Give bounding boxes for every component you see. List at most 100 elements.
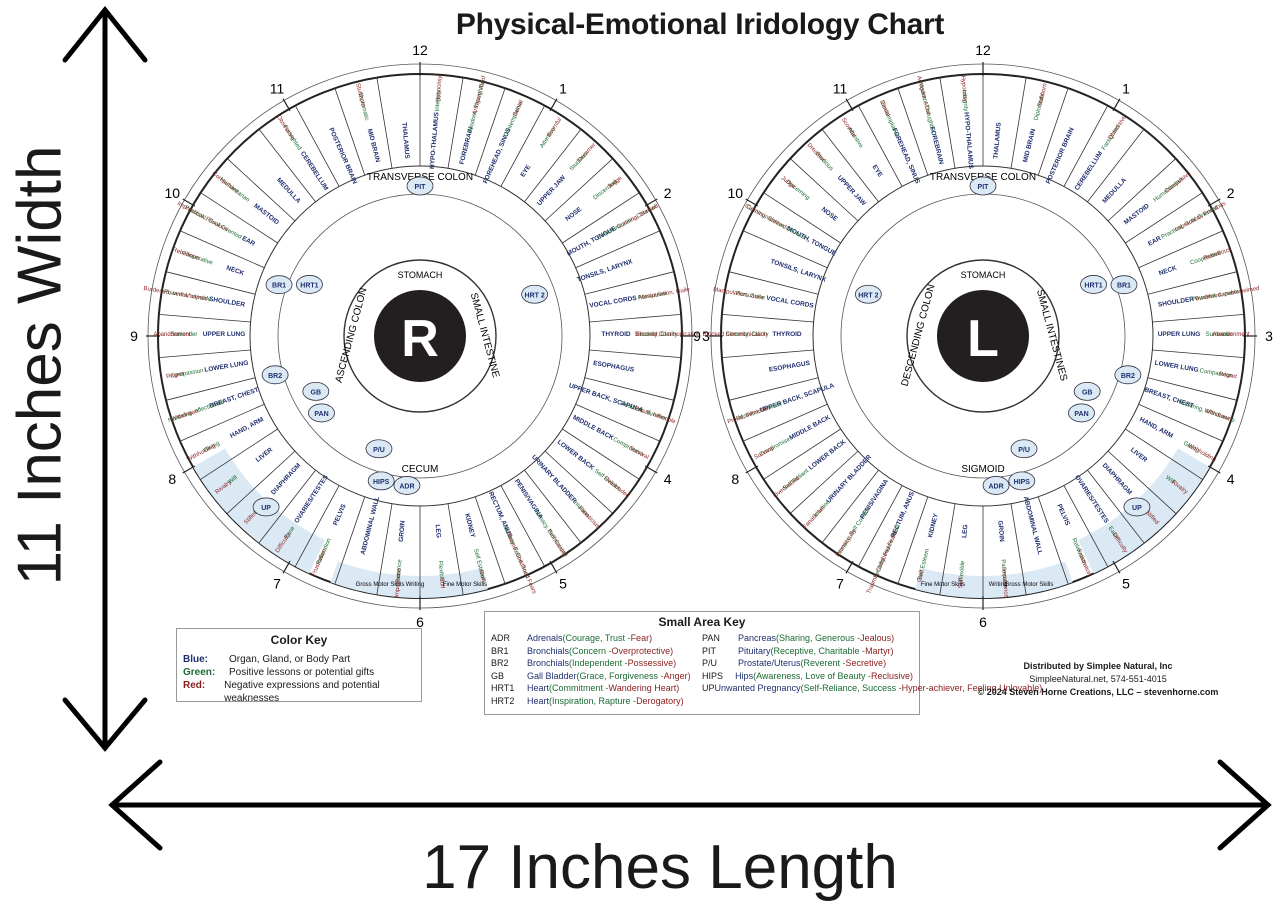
distributor-info: Distributed by Simplee Natural, Inc Simp… xyxy=(965,660,1231,699)
key-abbr: HRT1 xyxy=(491,683,515,693)
zone-positive: Surrender xyxy=(1206,332,1233,338)
distributor-contact: SimpleeNatural.net, 574-551-4015 xyxy=(1029,674,1167,684)
color-key-text: Organ, Gland, or Body Part xyxy=(229,654,351,665)
zone-divider xyxy=(1152,349,1245,359)
clock-tick xyxy=(845,98,854,112)
clock-tick xyxy=(182,465,196,474)
zone-divider xyxy=(474,496,506,584)
zone-negative: Regret xyxy=(166,371,185,380)
zone-organ: THALAMUS xyxy=(400,122,410,160)
key-pos: (Independent - xyxy=(569,658,628,668)
small-area-bubble xyxy=(1123,497,1151,517)
zone-organ: HYPO-THALAMUS xyxy=(429,111,441,169)
zone-divider xyxy=(179,230,265,269)
zone-divider xyxy=(544,450,614,514)
key-name: Heart xyxy=(527,695,550,706)
zone-divider xyxy=(447,503,464,595)
zone-organ: GROIN xyxy=(996,520,1005,542)
small-area-label: PAN xyxy=(314,411,328,418)
zone-negative: Abandonment xyxy=(153,332,191,338)
small-area-bubble xyxy=(1080,275,1107,294)
zone-positive: Will xyxy=(1164,475,1175,486)
inner-label-bottom: SIGMOID xyxy=(961,464,1004,475)
key-abbr: P/U xyxy=(702,658,718,668)
zone-divider xyxy=(939,77,956,169)
zone-divider xyxy=(165,377,256,401)
zone-divider xyxy=(500,105,546,187)
zone-divider xyxy=(1147,377,1238,401)
small-area-label: HIPS xyxy=(373,479,390,486)
zone-divider xyxy=(1107,450,1177,514)
zone-divider xyxy=(742,403,828,442)
clock-number: 2 xyxy=(1227,185,1235,201)
zone-divider xyxy=(334,88,366,176)
zone-divider xyxy=(1037,496,1069,584)
small-area-label: BR2 xyxy=(268,373,282,380)
small-area-bubble xyxy=(1010,439,1038,459)
small-area-label: UP xyxy=(261,505,271,512)
key-neg: Possessive) xyxy=(627,658,677,668)
zone-divider xyxy=(258,128,316,203)
zone-organ: THYROID xyxy=(772,331,802,338)
small-area-key-row: PAN Pancreas (Sharing, Generous - Jealous… xyxy=(702,632,913,645)
clock-tick xyxy=(549,98,558,112)
iris-letter: L xyxy=(967,310,999,368)
clock-number: 2 xyxy=(664,185,672,201)
clock-number: 11 xyxy=(833,80,848,96)
small-area-bubble xyxy=(308,403,335,423)
small-area-bubble xyxy=(854,284,882,304)
zone-divider xyxy=(1087,469,1145,544)
key-name: Prostate/Uterus xyxy=(738,658,801,668)
small-area-key: Small Area Key ADR Adrenals (Courage, Tru… xyxy=(484,611,1042,715)
motor-skills-label: Gross Motor Skills xyxy=(1005,582,1054,588)
clock-number: 9 xyxy=(693,328,701,344)
small-area-label: HIPS xyxy=(1014,479,1031,486)
small-area-key-row: BR2 Bronchials (Independent - Possessive) xyxy=(491,657,702,670)
color-key-row-red: Red: Negative expressions and potential … xyxy=(183,679,415,705)
zone-divider xyxy=(1010,503,1027,595)
key-abbr: HRT2 xyxy=(491,695,515,706)
clock-tick xyxy=(644,198,658,207)
small-area-label: PAN xyxy=(1074,411,1088,418)
zone-divider xyxy=(1125,192,1203,244)
key-abbr: BR2 xyxy=(491,658,509,668)
key-name: Pituitary xyxy=(738,645,771,656)
key-pos: (Reverent - xyxy=(800,658,846,668)
clock-number: 3 xyxy=(1265,328,1273,344)
clock-tick xyxy=(745,198,759,207)
small-area-label: HRT 2 xyxy=(525,292,545,299)
zone-divider xyxy=(1063,105,1109,187)
clock-tick xyxy=(1207,198,1221,207)
color-key-row-blue: Blue: Organ, Gland, or Body Part xyxy=(183,653,415,666)
clock-tick xyxy=(282,98,291,112)
copyright: © 2024 Steven Horne Creations, LLC – ste… xyxy=(977,687,1219,697)
pupil xyxy=(937,290,1029,382)
key-neg: Derogatory) xyxy=(636,695,684,706)
color-key-label: Blue: xyxy=(183,654,208,665)
small-area-bubble xyxy=(521,284,549,304)
key-name: Unwanted Pregnancy xyxy=(714,683,801,693)
zone-negative: Guilt xyxy=(917,569,926,583)
pupil xyxy=(374,290,466,382)
key-abbr: HIPS xyxy=(702,670,724,681)
zone-negative: Blocked Communication xyxy=(636,332,701,338)
zone-divider xyxy=(158,313,251,323)
zone-divider xyxy=(857,485,903,567)
zone-divider xyxy=(821,128,879,203)
color-key-text: Negative expressions and potential weakn… xyxy=(224,680,380,704)
zone-negative: Hypocrisy xyxy=(435,75,443,102)
key-pos: (Receptive, Charitable - xyxy=(770,645,866,656)
motor-skills-label: Fine Motor Skills xyxy=(921,582,965,588)
zone-divider xyxy=(1107,158,1177,222)
zone-positive: Integrity xyxy=(961,90,969,112)
key-neg: Martyr) xyxy=(865,645,894,656)
clock-number: 1 xyxy=(559,80,567,96)
small-area-bubble xyxy=(296,275,323,294)
zone-divider xyxy=(789,450,859,514)
small-area-label: HRT1 xyxy=(1084,282,1102,289)
key-name: Adrenals xyxy=(527,633,563,643)
key-name: Bronchials xyxy=(527,658,570,668)
color-key-text: Positive lessons or potential gifts xyxy=(229,667,375,678)
zone-organ: LEG xyxy=(961,524,969,538)
